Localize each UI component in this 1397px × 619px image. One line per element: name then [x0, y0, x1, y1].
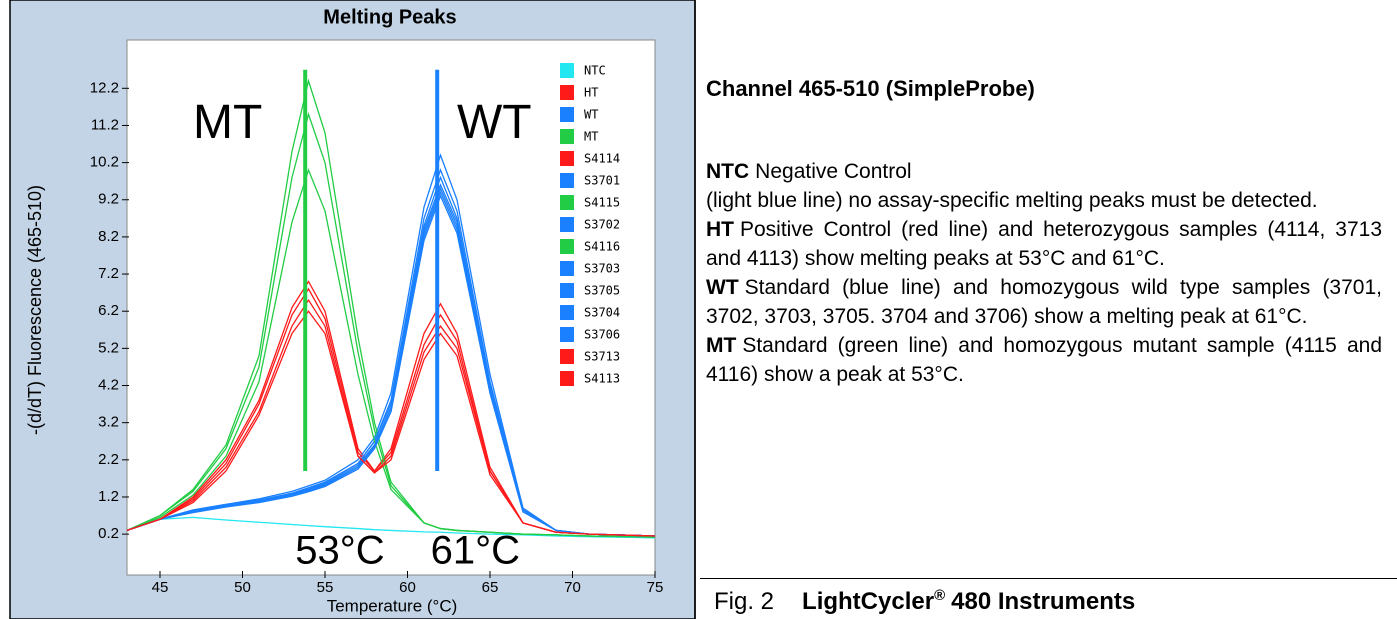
legend-label: S4114 [584, 152, 620, 166]
legend-label: S3706 [584, 328, 620, 342]
y-tick-label: 2.2 [98, 451, 119, 468]
plot: 0.2 1.2 2.2 3.2 4.2 5.2 6.2 7.2 8.2 9.2 10.2 11.2 12… [90, 63, 664, 596]
y-tick-label: 12.2 [90, 79, 119, 96]
legend-label: MT [584, 130, 598, 144]
legend-label: S4116 [584, 240, 620, 254]
item-text: Negative Control [755, 160, 912, 183]
legend-swatch [560, 151, 574, 166]
legend-swatch [560, 129, 574, 144]
annotation: 53°C [295, 528, 384, 572]
legend-swatch [560, 173, 574, 188]
text-panel: Channel 465-510 (SimpleProbe) NTC Negativ… [706, 74, 1382, 389]
legend-swatch [560, 63, 574, 78]
chart-title: Melting Peaks [323, 6, 456, 28]
product-name: LightCycler [802, 588, 935, 615]
legend-label: S3705 [584, 284, 620, 298]
y-tick-label: 5.2 [98, 339, 119, 356]
x-axis-label: Temperature (°C) [327, 596, 458, 615]
series-line [126, 516, 656, 539]
item-text: Standard (green line) and homozygous mut… [706, 334, 1382, 386]
legend-label: HT [584, 86, 598, 100]
product-rest: 480 Instruments [951, 588, 1136, 615]
legend-label: NTC [584, 64, 606, 78]
fig-label: Fig. 2 [714, 588, 775, 615]
x-tick-label: 70 [564, 579, 581, 596]
series-line [126, 310, 656, 537]
legend-label: S3713 [584, 350, 620, 364]
legend-swatch [560, 327, 574, 342]
legend-swatch [560, 283, 574, 298]
caption: Fig. 2 LightCycler® 480 Instruments [700, 578, 1397, 619]
item-text: Positive Control (red line) and heterozy… [706, 218, 1382, 270]
legend-swatch [560, 371, 574, 386]
y-axis-label: -(d/dT) Fluorescence (465-510) [25, 185, 45, 435]
legend-label: S4115 [584, 196, 620, 210]
legend-swatch [560, 107, 574, 122]
legend-label: S3701 [584, 174, 620, 188]
legend-label: WT [584, 108, 598, 122]
panel-item: (light blue line) no assay-specific melt… [706, 186, 1382, 215]
panel-item: HT Positive Control (red line) and hetero… [706, 215, 1382, 273]
legend-swatch [560, 239, 574, 254]
legend-swatch [560, 305, 574, 320]
panel-item: NTC Negative Control [706, 157, 1382, 186]
series-line [126, 168, 656, 538]
legend-swatch [560, 217, 574, 232]
y-tick-label: 4.2 [98, 376, 119, 393]
annotation: 61°C [431, 528, 520, 572]
item-label: NTC [706, 160, 750, 183]
item-text: (light blue line) no assay-specific melt… [706, 189, 1318, 212]
y-tick-label: 6.2 [98, 302, 119, 319]
y-tick-label: 11.2 [91, 116, 119, 133]
item-text: Standard (blue line) and homozygous wild… [706, 276, 1382, 328]
legend-swatch [560, 261, 574, 276]
panel-items: NTC Negative Control (light blue line) no … [706, 157, 1382, 389]
item-label: HT [706, 218, 734, 241]
y-tick-label: 7.2 [98, 265, 119, 282]
y-tick-label: 0.2 [98, 525, 119, 542]
panel-heading: Channel 465-510 (SimpleProbe) [706, 76, 1035, 101]
y-tick-label: 3.2 [98, 414, 119, 431]
panel-item: WT Standard (blue line) and homozygous wi… [706, 273, 1382, 331]
item-label: MT [706, 334, 737, 357]
x-tick-label: 75 [647, 579, 664, 596]
y-tick-label: 8.2 [98, 228, 119, 245]
legend-label: S4113 [584, 372, 620, 386]
legend-swatch [560, 85, 574, 100]
legend-label: S3704 [584, 306, 620, 320]
x-tick-label: 55 [317, 579, 334, 596]
y-tick-label: 1.2 [98, 488, 119, 505]
item-label: WT [706, 276, 739, 299]
annotation: WT [457, 96, 532, 149]
legend-label: S3703 [584, 262, 620, 276]
panel-item: MT Standard (green line) and homozygous m… [706, 331, 1382, 389]
x-tick-label: 65 [482, 579, 499, 596]
annotation: MT [193, 96, 262, 149]
y-tick-label: 9.2 [98, 191, 119, 208]
x-tick-label: 45 [152, 579, 169, 596]
y-tick-label: 10.2 [90, 154, 119, 171]
legend-label: S3702 [584, 218, 620, 232]
x-tick-label: 50 [234, 579, 251, 596]
legend-swatch [560, 195, 574, 210]
x-tick-label: 60 [399, 579, 416, 596]
legend-swatch [560, 349, 574, 364]
registered-mark: ® [934, 587, 946, 604]
series-line [126, 194, 656, 537]
